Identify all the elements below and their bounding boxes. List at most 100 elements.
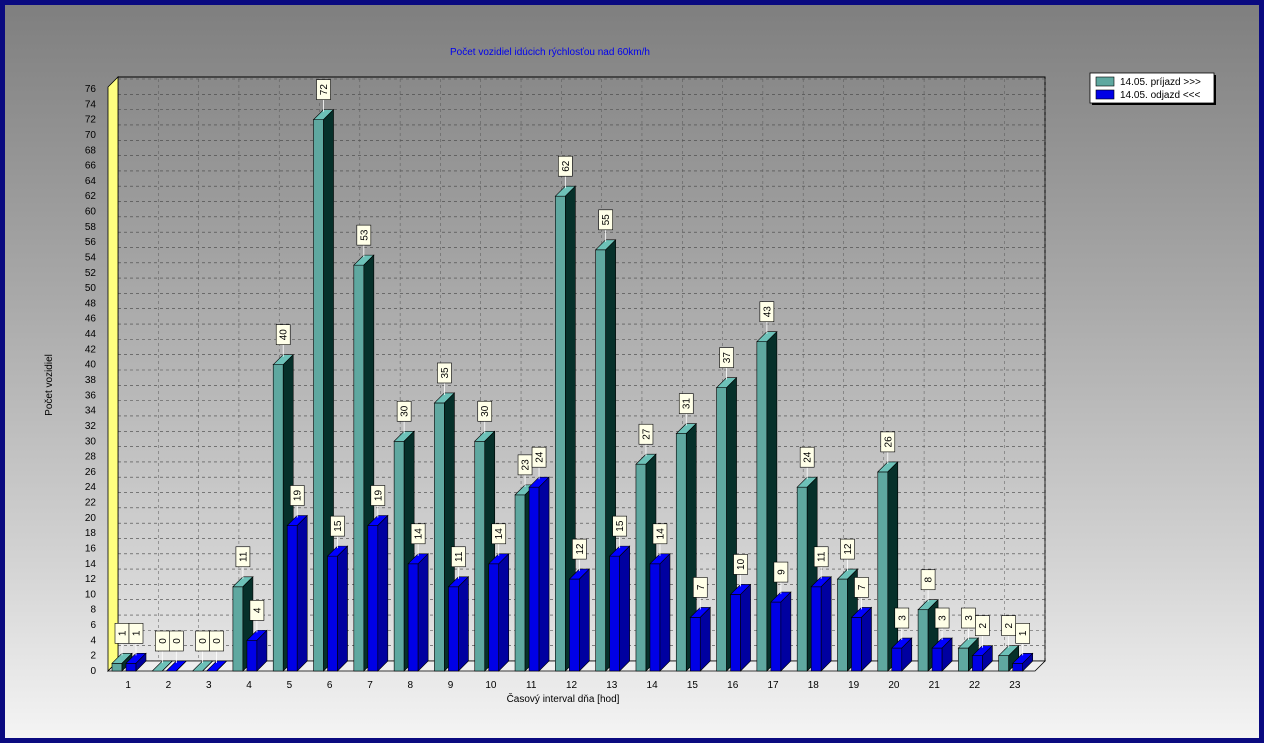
y-tick-label: 26 xyxy=(85,467,97,478)
data-label: 12 xyxy=(575,543,586,555)
data-label: 1 xyxy=(118,630,129,636)
y-tick-label: 50 xyxy=(85,283,97,294)
x-tick-label: 10 xyxy=(485,680,497,691)
x-tick-label: 17 xyxy=(767,680,779,691)
data-label: 11 xyxy=(238,551,249,562)
data-label: 0 xyxy=(212,638,223,644)
data-label: 0 xyxy=(158,638,169,644)
data-label-box xyxy=(128,623,144,644)
data-label: 31 xyxy=(682,398,693,410)
bar-front xyxy=(917,609,929,672)
x-tick-label: 12 xyxy=(566,680,578,691)
data-label-box xyxy=(437,362,452,384)
data-label-box xyxy=(934,607,950,629)
bar-front xyxy=(407,563,419,672)
x-tick-label: 11 xyxy=(526,680,537,691)
bar-front xyxy=(756,341,768,672)
data-label-box xyxy=(840,538,855,560)
y-tick-label: 56 xyxy=(85,237,97,248)
data-label: 24 xyxy=(535,451,546,463)
data-label: 11 xyxy=(817,551,828,562)
data-label: 30 xyxy=(480,405,491,417)
data-label: 8 xyxy=(924,577,935,583)
legend-swatch xyxy=(1095,76,1115,87)
bar-chart: Počet vozidiel idúcich rýchlosťou nad 60… xyxy=(44,47,1216,705)
data-label: 14 xyxy=(414,528,425,540)
data-label-box xyxy=(759,301,775,323)
data-label: 3 xyxy=(964,615,975,621)
y-axis-label: Počet vozidiel xyxy=(44,354,55,416)
data-label: 62 xyxy=(561,160,572,172)
y-tick-label: 36 xyxy=(85,390,97,401)
bar-side xyxy=(941,637,953,672)
data-label-box xyxy=(975,615,990,636)
data-label-box xyxy=(799,446,815,468)
bar-side xyxy=(861,606,872,672)
bar-front xyxy=(730,594,741,672)
plot-area: 0246810121416182022242628303234363840424… xyxy=(85,76,1046,691)
x-tick-label: 13 xyxy=(606,680,618,691)
x-tick-label: 3 xyxy=(206,680,212,691)
data-label-box xyxy=(880,431,896,453)
data-label-box xyxy=(1015,623,1030,644)
y-tick-label: 8 xyxy=(90,605,96,616)
data-label: 10 xyxy=(736,558,747,570)
bar-front xyxy=(246,640,258,672)
x-tick-label: 8 xyxy=(408,680,414,691)
x-axis-label: Časový interval dňa [hod] xyxy=(507,692,620,705)
y-tick-label: 54 xyxy=(85,252,97,263)
y-tick-label: 38 xyxy=(85,375,97,386)
data-label: 14 xyxy=(494,528,505,540)
data-label-box xyxy=(289,485,305,506)
data-label-box xyxy=(396,400,412,422)
data-label-box xyxy=(451,546,466,568)
data-label: 0 xyxy=(198,638,209,644)
bar-side xyxy=(740,583,751,672)
data-label: 14 xyxy=(655,528,666,540)
data-label: 15 xyxy=(333,520,344,532)
x-tick-label: 9 xyxy=(448,680,454,691)
bar-front xyxy=(689,617,701,672)
y-tick-label: 52 xyxy=(85,268,97,279)
data-label: 19 xyxy=(293,490,304,502)
bar-front xyxy=(635,463,647,672)
x-tick-label: 6 xyxy=(327,680,333,691)
x-tick-label: 4 xyxy=(246,680,252,691)
data-label: 0 xyxy=(172,638,183,644)
y-tick-label: 46 xyxy=(85,314,97,325)
y-tick-label: 20 xyxy=(85,513,97,524)
data-label-box xyxy=(491,523,507,545)
data-label: 9 xyxy=(776,569,787,575)
bar-front xyxy=(649,563,661,672)
data-label-box xyxy=(894,607,910,629)
bar-side xyxy=(579,568,590,672)
legend-entry: 14.05. odjazd <<< xyxy=(1120,90,1201,101)
bar-front xyxy=(595,249,606,672)
bar-front xyxy=(569,578,580,672)
bar-front xyxy=(488,563,500,672)
bar-front xyxy=(796,486,808,672)
y-tick-label: 28 xyxy=(85,452,97,463)
y-tick-label: 60 xyxy=(85,207,97,218)
bar-side xyxy=(162,660,173,672)
legend-swatch xyxy=(1095,89,1115,100)
x-tick-label: 21 xyxy=(929,680,941,691)
bar-front xyxy=(125,663,137,672)
side-wall xyxy=(107,76,119,672)
y-tick-label: 32 xyxy=(85,421,97,432)
data-label-box xyxy=(920,569,936,591)
y-tick-label: 58 xyxy=(85,222,97,233)
data-label: 4 xyxy=(252,607,263,613)
data-label: 43 xyxy=(762,306,773,318)
data-label-box xyxy=(410,523,426,545)
bar-side xyxy=(176,660,187,672)
x-tick-label: 22 xyxy=(969,680,981,691)
bar-front xyxy=(528,486,540,672)
data-label: 1 xyxy=(132,630,143,636)
y-tick-label: 72 xyxy=(85,115,97,126)
x-tick-label: 19 xyxy=(848,680,860,691)
bar-front xyxy=(770,601,782,672)
data-label-box xyxy=(531,446,547,468)
bar-side xyxy=(1022,652,1033,672)
bar-front xyxy=(609,555,620,672)
